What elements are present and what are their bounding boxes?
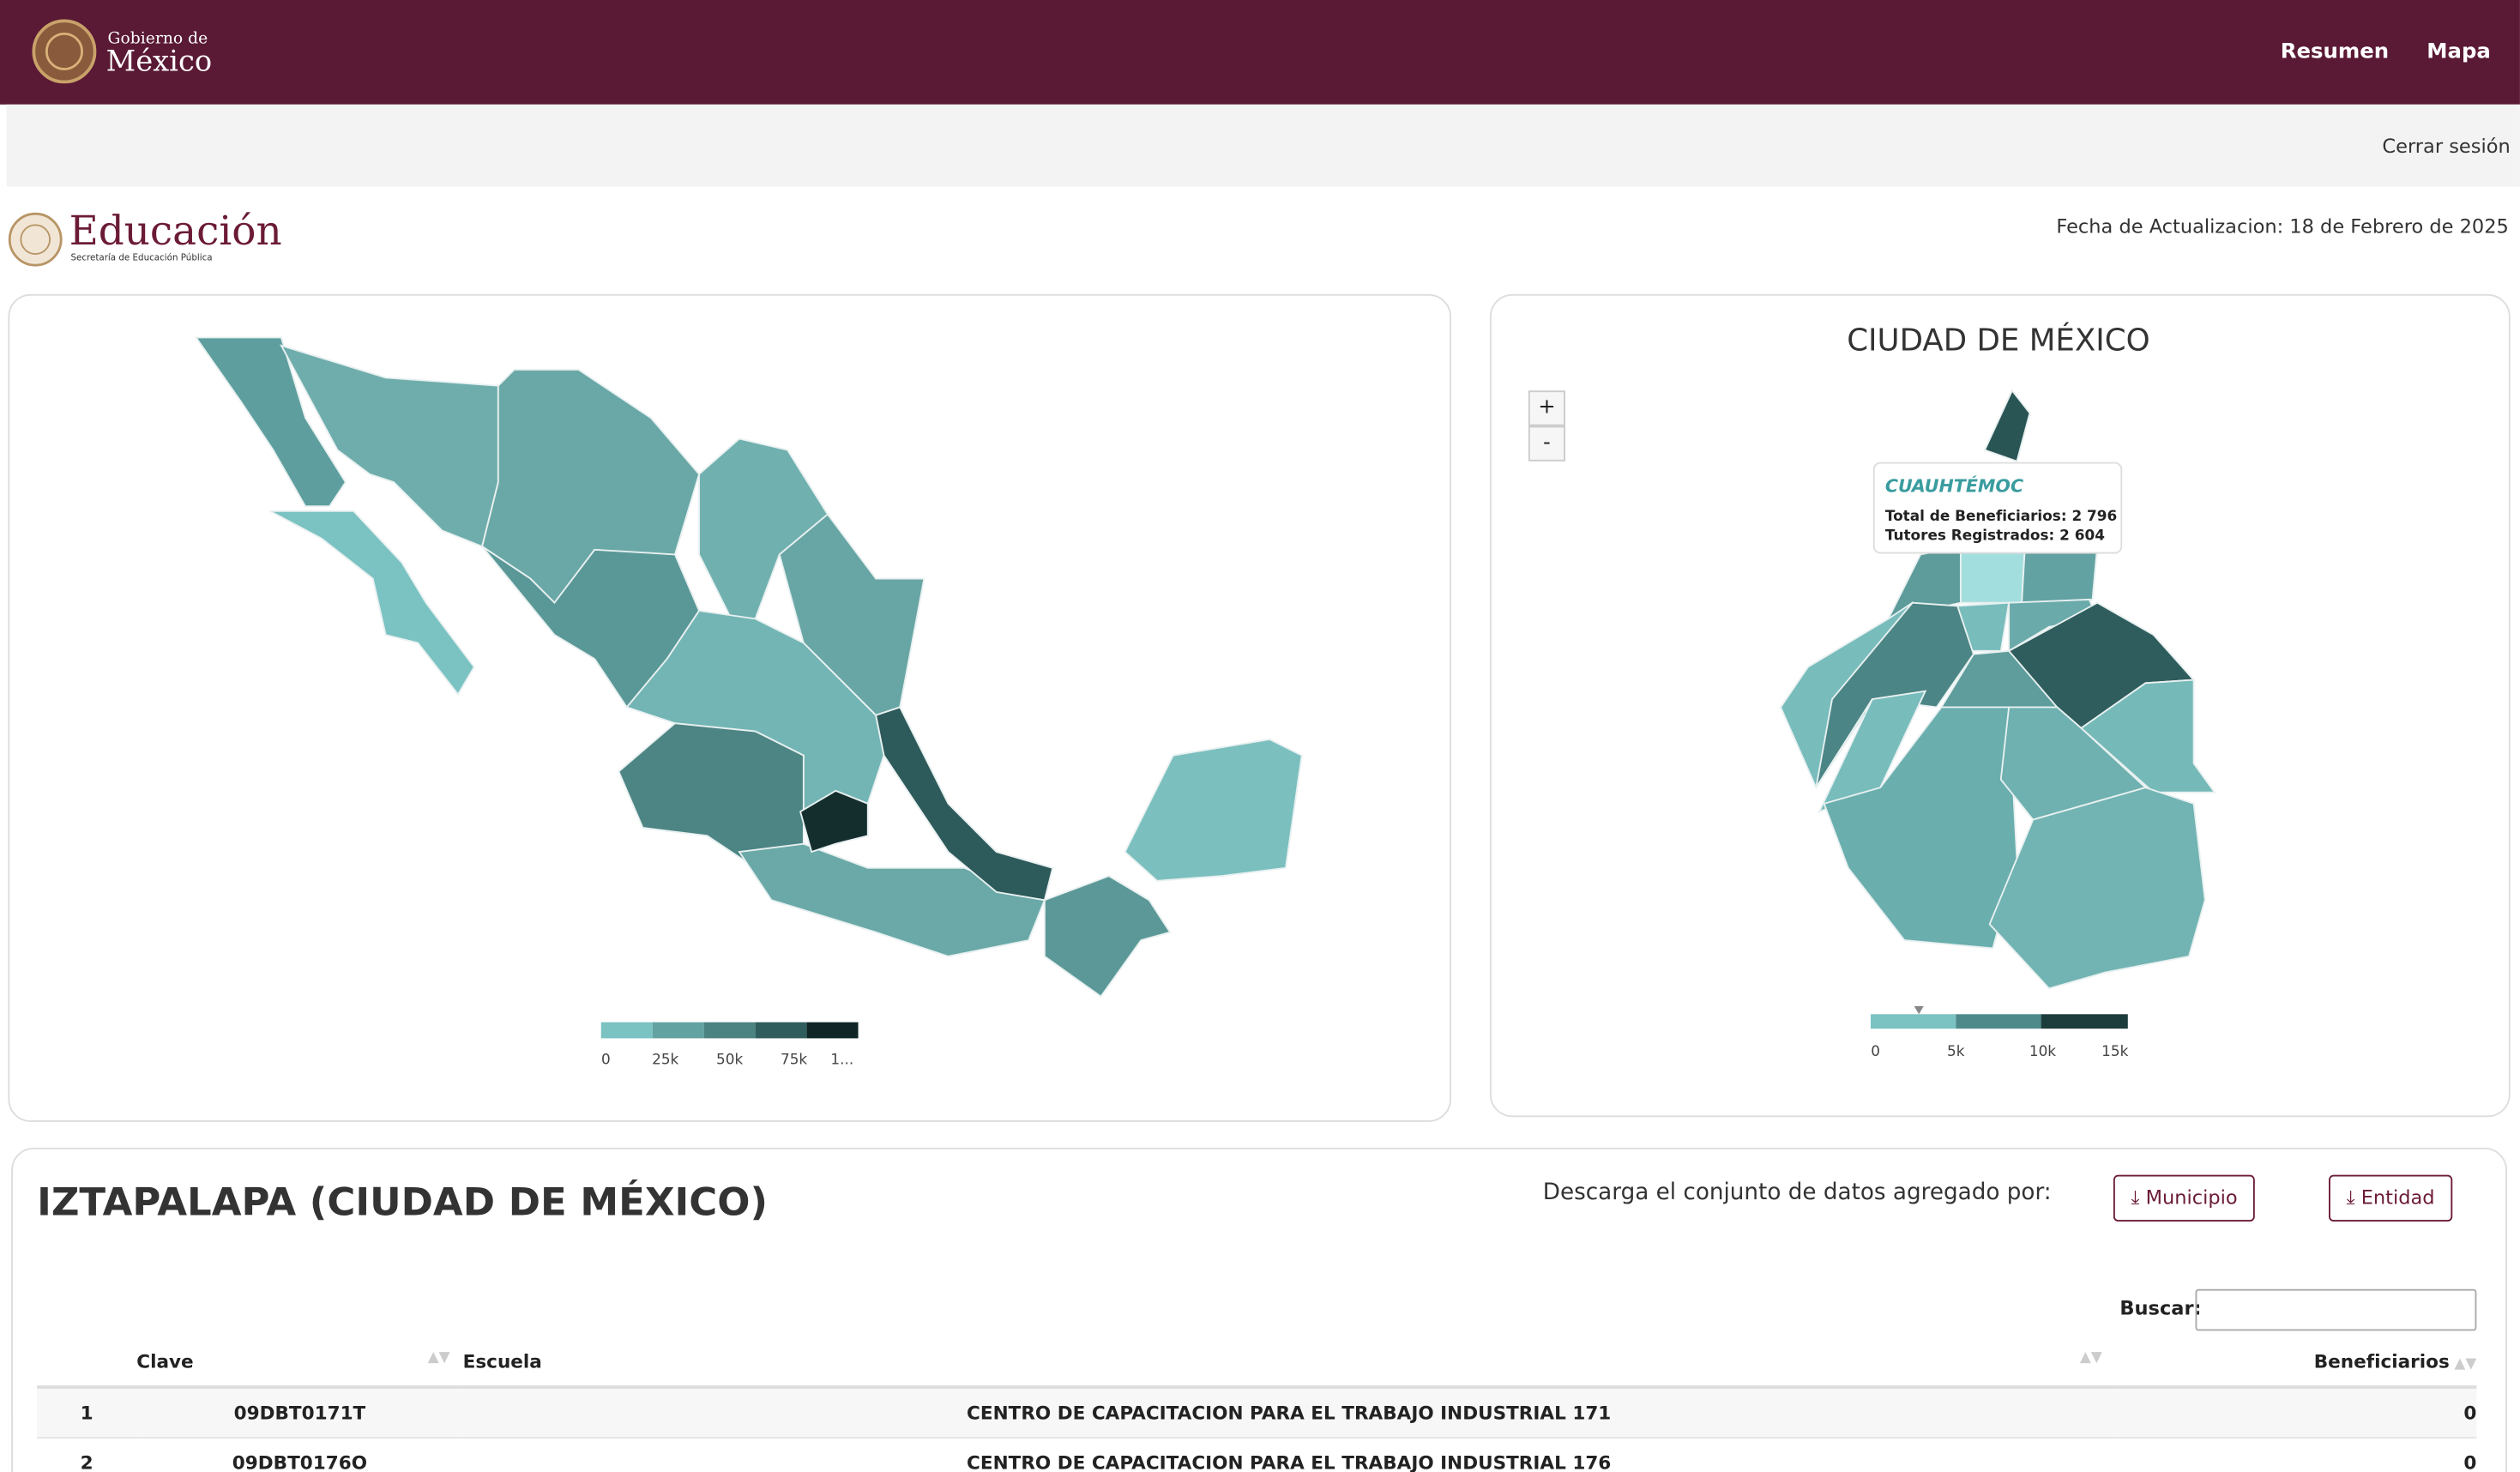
state[interactable] (1043, 875, 1172, 998)
header-label: Escuela (462, 1349, 542, 1373)
legend-swatch (2041, 1014, 2128, 1029)
cell: 1 (37, 1387, 137, 1439)
cell: 0 (2114, 1387, 2477, 1439)
seal (32, 19, 97, 84)
legend-swatch (652, 1022, 704, 1039)
legend-label: 75k (781, 1050, 807, 1067)
cell: 0 (2114, 1438, 2477, 1472)
zoom-in[interactable]: + (1528, 390, 1565, 426)
tooltip: CUAUHTÉMOC Total de Beneficiarios: 2 796… (1872, 462, 2123, 554)
state[interactable] (279, 344, 499, 548)
legend-swatch (703, 1022, 756, 1039)
cell: CENTRO DE CAPACITACION PARA EL TRABAJO I… (462, 1387, 2115, 1439)
brand-subtitle: Secretaría de Educación Pública (70, 254, 213, 264)
cell: 09DBT0176O (136, 1438, 463, 1472)
sort-icon: ▲▼ (427, 1349, 450, 1366)
legend-label: 1... (830, 1050, 853, 1067)
download-icon: ⤓ (2346, 1185, 2355, 1210)
logout-link[interactable]: Cerrar sesión (2382, 135, 2511, 158)
header-label: Clave (136, 1349, 194, 1373)
search-input[interactable] (2195, 1288, 2477, 1331)
state-map-title: CIUDAD DE MÉXICO (1847, 323, 2150, 359)
tooltip-line: Total de Beneficiarios: 2 796 (1885, 507, 2117, 524)
legend-label: 25k (652, 1050, 678, 1067)
state-legend: 0 5k 10k 15k (1870, 1005, 2129, 1059)
national-legend: 0 25k 50k 75k 1... (600, 1022, 859, 1067)
state[interactable] (738, 842, 1046, 957)
state[interactable] (618, 722, 805, 869)
municipality[interactable] (2021, 546, 2099, 604)
cell: CENTRO DE CAPACITACION PARA EL TRABAJO I… (462, 1438, 2115, 1472)
button-label: Municipio (2145, 1185, 2238, 1210)
data-table: Clave ▲▼ Escuela ▲▼ Beneficiarios ▲▼ 1 09DB… (37, 1336, 2477, 1472)
tooltip-title: CUAUHTÉMOC (1885, 474, 2023, 496)
brand-title: Educación (69, 207, 282, 255)
state[interactable] (269, 510, 475, 697)
zoom-out[interactable]: - (1528, 425, 1565, 462)
nav-link[interactable]: Mapa (2427, 39, 2491, 64)
national-map: 0 25k 50k 75k 1... (194, 336, 1303, 1067)
logo-line2: México (106, 45, 213, 79)
legend-label: 15k (2101, 1042, 2128, 1059)
legend-swatch (600, 1022, 653, 1039)
sub-bar: Cerrar sesión (6, 104, 2520, 187)
table-row: 2 09DBT0176O CENTRO DE CAPACITACION PARA… (37, 1438, 2477, 1472)
header-row: Clave ▲▼ Escuela ▲▼ Beneficiarios ▲▼ (37, 1336, 2477, 1389)
municipalities (1779, 389, 2216, 990)
download-button[interactable]: ⤓ Municipio (2113, 1174, 2256, 1222)
legend-swatch (806, 1022, 859, 1039)
state-map: CUAUHTÉMOC Total de Beneficiarios: 2 796… (1779, 389, 2216, 1059)
state[interactable] (1124, 738, 1303, 882)
legend-pointer (1914, 1005, 1924, 1015)
top-bar: Gobierno de México Resumen Mapa (0, 0, 2520, 105)
legend-label: 50k (716, 1050, 743, 1067)
sort-icon: ▲▼ (2454, 1356, 2477, 1373)
index-header (37, 1336, 137, 1389)
download-button[interactable]: ⤓ Entidad (2328, 1174, 2453, 1222)
sort-icon: ▲▼ (2079, 1349, 2102, 1366)
cell: 2 (37, 1438, 137, 1472)
legend-swatch (1956, 1014, 2041, 1029)
state[interactable] (194, 336, 347, 508)
update-date: Fecha de Actualizacion: 18 de Febrero de… (2056, 215, 2509, 238)
sep-seal (8, 212, 63, 267)
download-icon: ⤓ (2131, 1185, 2140, 1210)
search-label: Buscar: (2119, 1297, 2202, 1320)
table-row: 1 09DBT0171T CENTRO DE CAPACITACION PARA… (37, 1387, 2477, 1439)
tooltip-line: Tutores Registrados: 2 604 (1885, 527, 2105, 544)
section-title: IZTAPALAPA (CIUDAD DE MÉXICO) (37, 1179, 769, 1225)
legend-label: 0 (601, 1050, 611, 1067)
municipality[interactable] (1988, 787, 2206, 990)
column-header[interactable]: Escuela ▲▼ (462, 1336, 2115, 1389)
state[interactable] (799, 789, 869, 854)
column-header[interactable]: Beneficiarios ▲▼ (2114, 1336, 2477, 1389)
download-label: Descarga el conjunto de datos agregado p… (1542, 1179, 2052, 1206)
header-label: Beneficiarios (2313, 1349, 2450, 1373)
column-header[interactable]: Clave ▲▼ (136, 1336, 463, 1389)
legend-swatch (1870, 1014, 1956, 1029)
municipality[interactable] (1959, 546, 2026, 604)
button-label: Entidad (2360, 1185, 2435, 1210)
nav-link[interactable]: Resumen (2280, 39, 2390, 64)
states (194, 336, 1303, 998)
cell: 09DBT0171T (136, 1387, 463, 1439)
logo-line1: Gobierno de (107, 30, 208, 49)
legend-swatch (755, 1022, 807, 1039)
legend-label: 5k (1947, 1042, 1965, 1059)
municipality[interactable] (1983, 389, 2031, 462)
legend-label: 10k (2029, 1042, 2056, 1059)
legend-label: 0 (1871, 1042, 1880, 1059)
tooltip-box (1872, 462, 2123, 554)
